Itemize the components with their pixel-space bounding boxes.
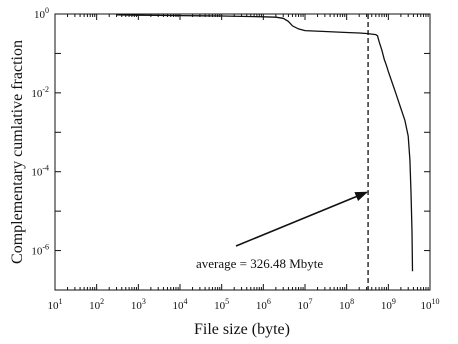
x-axis-title: File size (byte) xyxy=(194,321,290,338)
x-tick-label: 105 xyxy=(214,297,229,312)
annotation-arrow xyxy=(235,191,369,247)
x-tick-label: 104 xyxy=(173,297,188,312)
x-tick-label: 103 xyxy=(131,297,146,312)
y-axis-title: Complementary cumlative fraction xyxy=(9,40,26,264)
x-tick-label: 102 xyxy=(89,297,104,312)
y-tick-label: 10-4 xyxy=(31,164,49,179)
x-tick-label: 108 xyxy=(339,297,354,312)
x-tick-label: 107 xyxy=(298,297,313,312)
tick-group xyxy=(54,13,431,291)
y-tick-label: 100 xyxy=(34,6,49,21)
y-tick-label: 10-2 xyxy=(31,85,49,100)
y-tick-label: 10-6 xyxy=(31,243,49,258)
plot-frame xyxy=(54,13,431,291)
tick-label-group: 101 102 103 104 105 106 107 108 109 1010 100 10-2 10… xyxy=(31,6,439,312)
x-tick-label: 101 xyxy=(48,297,63,312)
x-tick-label: 109 xyxy=(381,297,396,312)
series-line xyxy=(116,14,414,272)
x-tick-label: 106 xyxy=(256,297,271,312)
average-annotation: average = 326.48 Mbyte xyxy=(196,256,323,271)
x-tick-label: 1010 xyxy=(421,297,440,312)
